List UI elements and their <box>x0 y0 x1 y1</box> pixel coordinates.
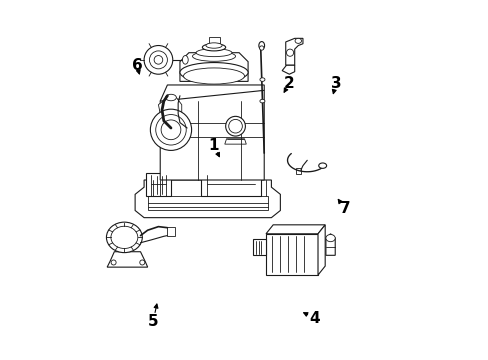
Ellipse shape <box>150 109 191 150</box>
Text: 2: 2 <box>284 76 294 91</box>
Circle shape <box>140 260 144 265</box>
Polygon shape <box>158 98 182 114</box>
Ellipse shape <box>183 68 244 84</box>
Ellipse shape <box>228 120 242 133</box>
Circle shape <box>149 51 167 69</box>
Polygon shape <box>160 90 264 180</box>
Polygon shape <box>296 168 300 174</box>
Polygon shape <box>135 180 280 218</box>
Ellipse shape <box>325 234 335 242</box>
Circle shape <box>111 260 116 265</box>
Polygon shape <box>180 53 247 81</box>
Text: 4: 4 <box>308 311 319 325</box>
Ellipse shape <box>192 51 235 61</box>
Polygon shape <box>253 239 265 255</box>
Text: 6: 6 <box>131 58 142 73</box>
Polygon shape <box>167 226 174 236</box>
Polygon shape <box>201 173 260 196</box>
Circle shape <box>144 45 172 74</box>
Ellipse shape <box>182 55 188 64</box>
Ellipse shape <box>106 222 142 253</box>
Text: 3: 3 <box>330 76 341 91</box>
Ellipse shape <box>202 44 225 51</box>
Ellipse shape <box>111 226 138 248</box>
Circle shape <box>154 55 163 64</box>
Polygon shape <box>325 234 335 255</box>
Ellipse shape <box>259 46 264 50</box>
Ellipse shape <box>294 39 301 43</box>
Polygon shape <box>285 39 303 65</box>
Text: 5: 5 <box>147 314 158 329</box>
Polygon shape <box>317 225 325 275</box>
Ellipse shape <box>165 94 176 101</box>
Text: 7: 7 <box>339 201 349 216</box>
Polygon shape <box>107 252 147 267</box>
Polygon shape <box>282 65 294 74</box>
Polygon shape <box>208 37 220 45</box>
Polygon shape <box>265 234 317 275</box>
Ellipse shape <box>225 116 245 136</box>
Polygon shape <box>145 173 171 196</box>
Polygon shape <box>147 196 267 211</box>
Text: 1: 1 <box>208 139 219 153</box>
Ellipse shape <box>180 63 247 82</box>
Ellipse shape <box>155 114 186 145</box>
Ellipse shape <box>258 41 264 49</box>
Ellipse shape <box>260 99 264 103</box>
Ellipse shape <box>260 78 264 81</box>
Polygon shape <box>160 85 264 101</box>
Polygon shape <box>265 225 325 234</box>
Polygon shape <box>224 139 246 144</box>
Ellipse shape <box>318 163 326 168</box>
Ellipse shape <box>196 49 231 57</box>
Circle shape <box>286 49 293 56</box>
Ellipse shape <box>205 43 222 48</box>
Ellipse shape <box>161 120 181 140</box>
